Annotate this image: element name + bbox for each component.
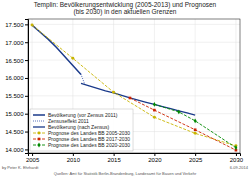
annotation: Quellen: Amt für Statistik Berlin-Brande… <box>54 171 197 176</box>
legend-frame <box>30 109 133 151</box>
tick-label: 2015 <box>107 157 121 163</box>
title-line: (bis 2030) in den aktuellen Grenzen <box>74 8 177 16</box>
tick-label: 15.000 <box>5 111 24 117</box>
grid-line-y <box>28 42 240 43</box>
marker <box>71 57 74 60</box>
tick-label: 17.500 <box>5 22 24 28</box>
marker <box>31 24 34 27</box>
marker <box>153 102 156 107</box>
legend-swatch <box>33 133 45 134</box>
series <box>129 97 238 152</box>
tick-label: 2030 <box>230 157 244 163</box>
tick: 2020 <box>148 153 162 163</box>
tick-label: 2020 <box>148 157 162 163</box>
tick: 2010 <box>67 153 81 163</box>
tick: 14.500 <box>5 129 28 135</box>
grid-line-x <box>154 19 155 153</box>
marker <box>153 116 156 119</box>
tick-mark <box>154 153 155 156</box>
tick-label: 2005 <box>26 157 40 163</box>
marker <box>194 128 197 131</box>
tick-label: 15.500 <box>5 93 24 99</box>
tick-mark <box>25 149 28 150</box>
tick: 15.500 <box>5 93 28 99</box>
annotation: by Peter K. Ehrhardt <box>2 165 39 170</box>
marker <box>194 132 197 135</box>
marker <box>177 109 180 114</box>
tick-mark <box>195 153 196 156</box>
grid-line-x <box>235 19 236 153</box>
marker <box>153 109 156 112</box>
series <box>153 102 237 150</box>
tick-label: 14.500 <box>5 129 24 135</box>
title: Templin: Bevölkerungsentwicklung (2005-2… <box>34 1 217 16</box>
annotation: 6-09-2014 <box>230 165 249 170</box>
tick-mark <box>25 114 28 115</box>
grid-line-y <box>28 77 240 78</box>
tick-mark <box>25 96 28 97</box>
tick-mark <box>73 153 74 156</box>
tick-mark <box>25 132 28 133</box>
tick-label: 16.000 <box>5 75 24 81</box>
marker <box>194 118 197 123</box>
axis-line <box>25 20 29 154</box>
grid-line-x <box>195 19 196 153</box>
tick-mark <box>114 153 115 156</box>
tick-mark <box>25 42 28 43</box>
legend-label: Prognose des Landes BB 2020-2030 <box>48 142 130 148</box>
legend-marker <box>38 132 41 135</box>
legend-marker <box>38 143 41 148</box>
marker <box>112 91 115 94</box>
marker <box>235 145 238 150</box>
tick: 17.000 <box>5 40 28 46</box>
tick-label: 16.500 <box>5 58 24 64</box>
tick-mark <box>236 153 237 156</box>
marker <box>129 97 132 100</box>
tick: 2005 <box>26 153 40 163</box>
legend: Bevölkerung (vor Zensus 2011)Zensuseffek… <box>30 109 133 151</box>
series <box>31 24 238 148</box>
tick-label: 17.000 <box>5 40 24 46</box>
chart: 2005 2010 2015 2020 2025 2030 14.000 14.500 15.0… <box>0 0 250 177</box>
line <box>130 98 236 150</box>
tick-mark <box>25 24 28 25</box>
tick: 15.000 <box>5 111 28 117</box>
tick-mark <box>25 78 28 79</box>
legend-entry: Prognose des Landes BB 2020-2030 <box>33 142 130 148</box>
plot-frame <box>28 19 240 153</box>
legend-swatch <box>33 139 45 140</box>
axis-line <box>29 154 241 157</box>
grid-line-y <box>28 24 240 25</box>
tick-label: 2010 <box>67 157 81 163</box>
tick: 2030 <box>230 153 244 163</box>
legend-marker <box>38 138 41 141</box>
series <box>32 25 81 74</box>
tick: 2025 <box>189 153 203 163</box>
tick: 2015 <box>107 153 121 163</box>
legend-swatch <box>33 121 45 122</box>
grid <box>28 19 240 153</box>
grid-line-y <box>28 60 240 61</box>
grid-line-y <box>28 95 240 96</box>
tick-label: 2025 <box>189 157 203 163</box>
tick-mark <box>25 60 28 61</box>
line <box>32 25 81 74</box>
tick: 17.500 <box>5 22 28 28</box>
tick-mark <box>32 153 33 156</box>
tick: 14.000 <box>5 147 28 153</box>
tick: 16.500 <box>5 58 28 64</box>
plot-area <box>31 24 238 152</box>
x-axis: 2005 2010 2015 2020 2025 2030 <box>26 153 244 163</box>
legend-swatch <box>33 114 45 116</box>
legend-swatch <box>33 126 45 127</box>
y-axis: 14.000 14.500 15.000 15.500 16.000 16.500 17.0… <box>5 20 28 154</box>
tick: 16.000 <box>5 75 28 81</box>
tick-label: 14.000 <box>5 147 24 153</box>
line <box>154 104 236 147</box>
